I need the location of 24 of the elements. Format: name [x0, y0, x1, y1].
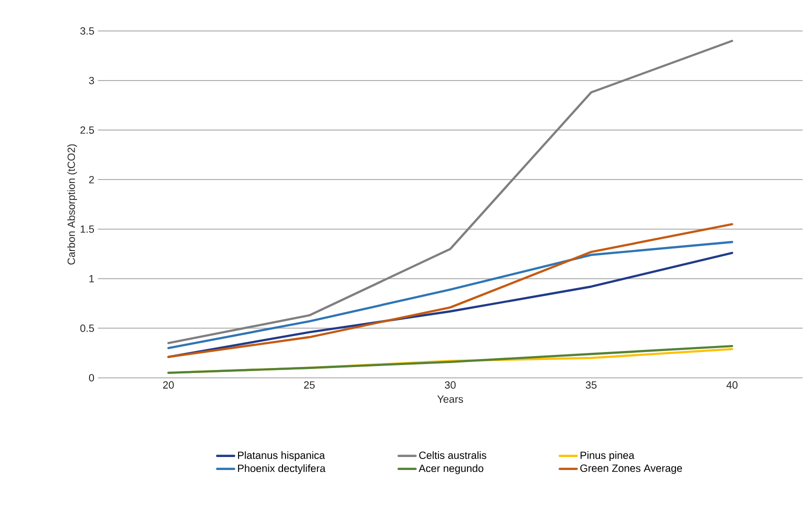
y-tick-label: 0 — [89, 374, 94, 382]
legend-label: Acer negundo — [418, 464, 484, 474]
y-tick-label: 1.5 — [80, 226, 94, 233]
y-tick-label: 0.5 — [80, 324, 94, 332]
x-axis-title: Years — [437, 396, 464, 403]
x-tick-label: 30 — [444, 381, 456, 389]
legend-label: Platanus hispanica — [238, 451, 325, 462]
x-tick-label: 20 — [163, 381, 174, 389]
y-tick-label: 2.5 — [80, 126, 94, 134]
line-series — [167, 241, 734, 350]
y-tick-label: 2 — [89, 176, 94, 184]
legend-label: Celtis australis — [419, 451, 486, 460]
x-tick-label: 35 — [586, 381, 597, 389]
line-series — [167, 223, 734, 358]
legend-label: Green Zones Average — [580, 464, 682, 474]
legend-label: Phoenix dectylifera — [238, 464, 326, 474]
line-series — [167, 40, 734, 344]
legend-label: Pinus pinea — [580, 451, 634, 462]
y-tick-label: 1 — [89, 275, 94, 282]
y-tick-label: 3.5 — [80, 27, 94, 35]
y-axis-title: Carbon Absorption (tCO2) — [67, 144, 78, 265]
y-tick-label: 3 — [89, 76, 94, 84]
x-tick-label: 40 — [726, 381, 738, 389]
x-tick-label: 25 — [304, 381, 315, 389]
